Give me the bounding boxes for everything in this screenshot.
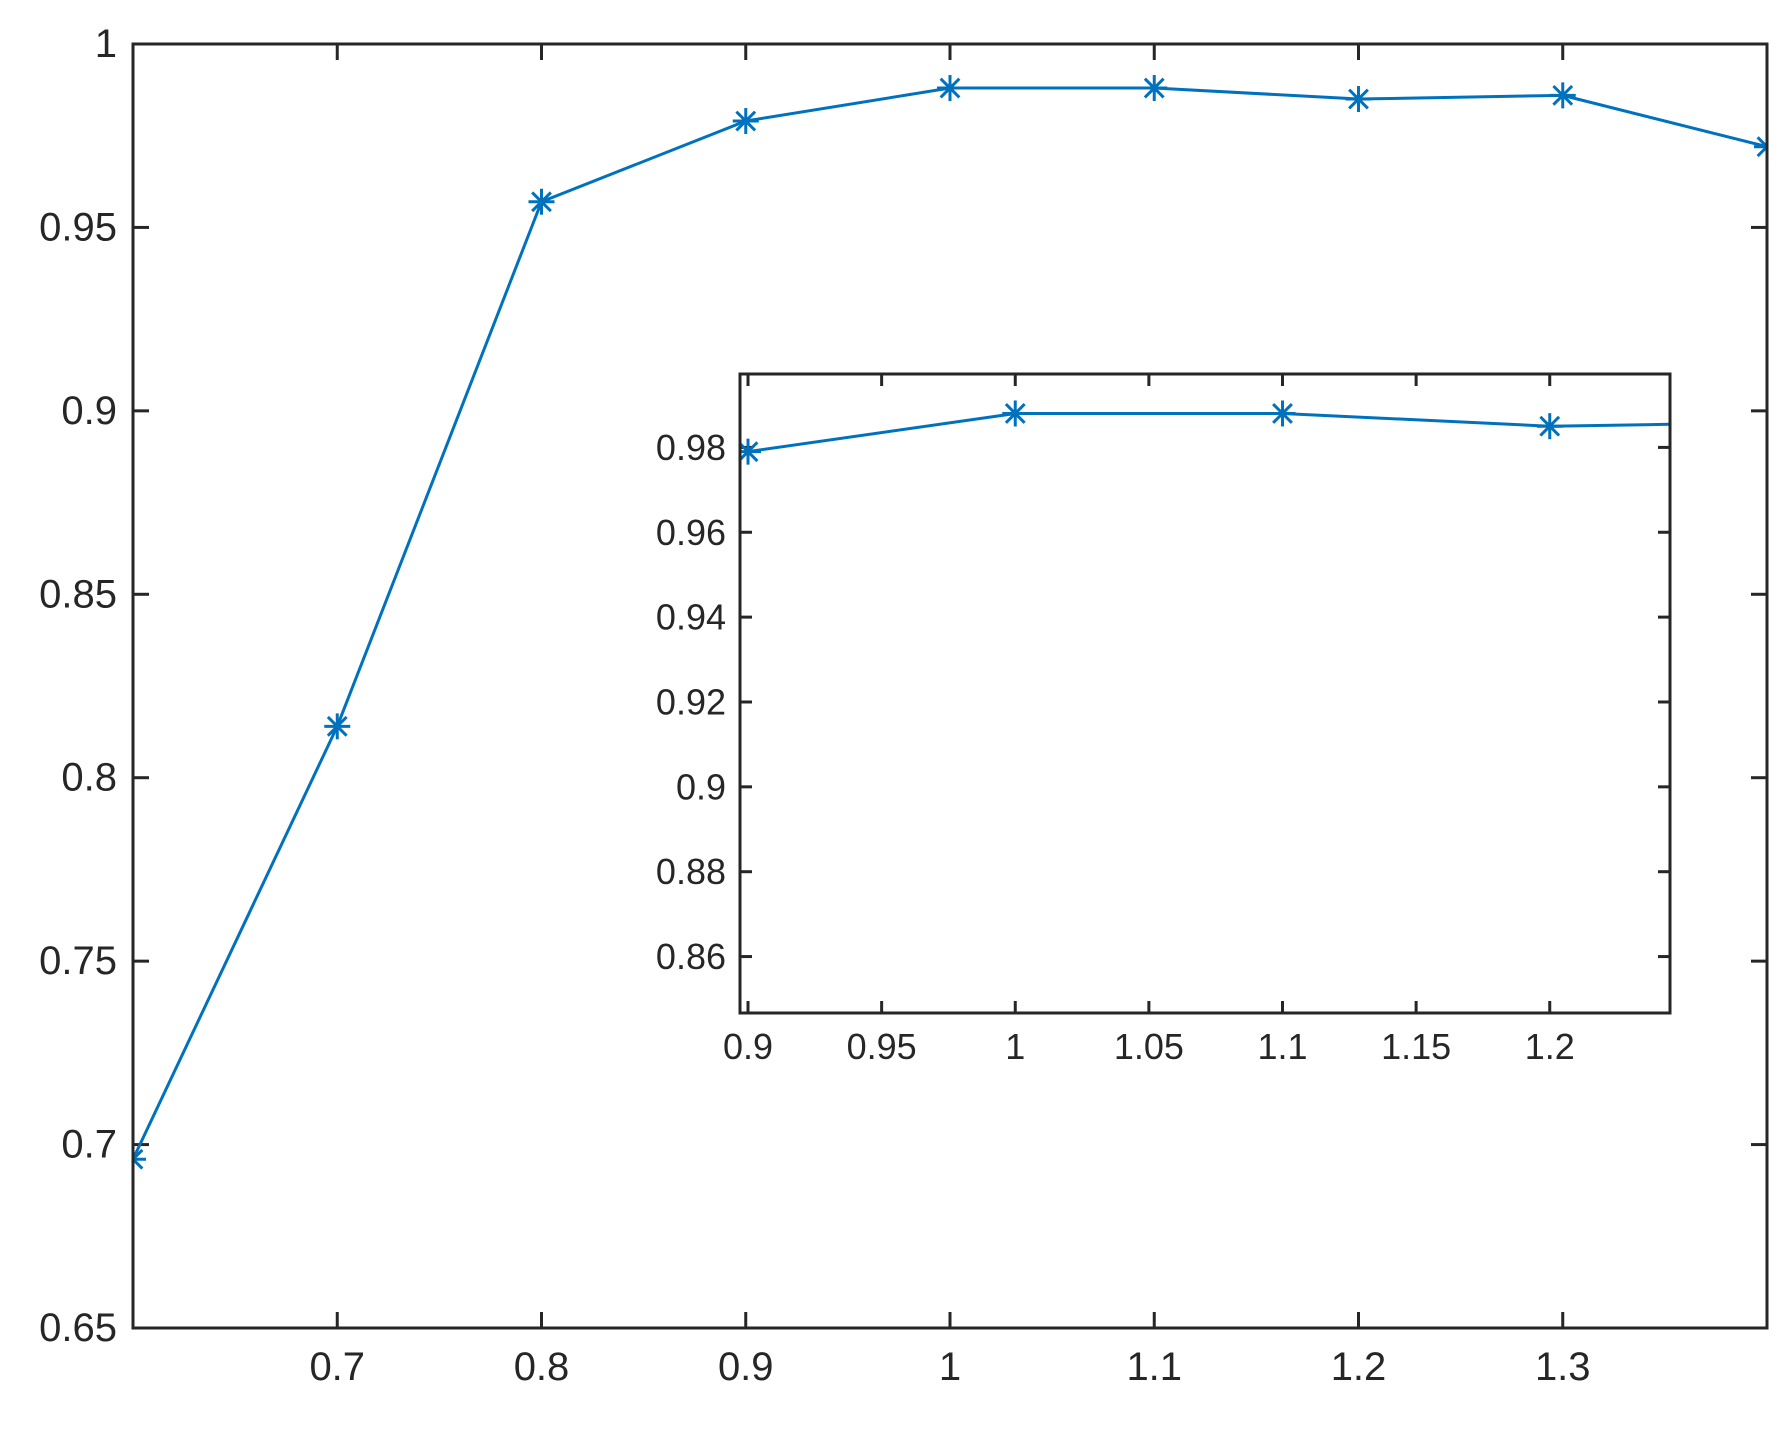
inset-x-tick-label: 1.15	[1381, 1026, 1451, 1067]
inset-axes-box	[738, 372, 1672, 1015]
main-y-tick-label: 0.7	[61, 1123, 117, 1167]
main-y-tick-label: 0.85	[39, 572, 117, 616]
main-data-point	[937, 75, 963, 102]
inset-data-point	[740, 438, 762, 465]
inset-y-tick-label: 0.86	[656, 936, 726, 977]
main-x-tick-label: 1.1	[1126, 1345, 1182, 1389]
main-y-tick-label: 0.9	[61, 389, 117, 433]
inset-data-point	[1002, 400, 1029, 427]
inset-background	[738, 372, 1672, 1015]
main-data-point	[528, 188, 555, 215]
inset-x-tick-label: 1.2	[1525, 1026, 1575, 1067]
main-x-tick-label: 1.2	[1331, 1345, 1387, 1389]
main-data-point	[1345, 86, 1372, 113]
main-y-tick-label: 1	[95, 22, 117, 66]
main-x-tick-label: 0.7	[309, 1345, 365, 1389]
main-data-point	[1141, 75, 1168, 102]
main-data-point	[1549, 82, 1576, 109]
main-axes: 0.7 0.8 0.9 1 1.1 1.2 1.3 0.65 0.7 0.75 0.8 0.85 0.9…	[39, 22, 1769, 1389]
main-x-tick-label: 0.8	[514, 1345, 570, 1389]
main-x-tick-label: 0.9	[718, 1345, 774, 1389]
inset-y-tick-label: 0.9	[676, 766, 726, 807]
inset-y-tick-label: 0.98	[656, 427, 726, 468]
main-data-point	[1754, 133, 1767, 160]
main-y-tick-label: 0.8	[61, 756, 117, 800]
inset-y-tick-label: 0.94	[656, 597, 726, 638]
inset-y-tick-label: 0.92	[656, 681, 726, 722]
main-x-tick-label: 1	[939, 1345, 961, 1389]
inset-axes: 0.9 0.95 1 1.05 1.1 1.15 1.2 0.86 0.88 0.9 0.92 0.9…	[656, 372, 1672, 1067]
main-data-point	[133, 1146, 146, 1173]
main-plot-area	[133, 75, 1767, 1173]
main-data-point	[732, 108, 759, 135]
inset-y-tick-label: 0.88	[656, 851, 726, 892]
inset-x-tick-label: 1.05	[1114, 1026, 1184, 1067]
inset-x-tick-label: 0.9	[723, 1026, 773, 1067]
inset-data-point	[1536, 413, 1563, 440]
inset-y-tick-label: 0.96	[656, 512, 726, 553]
main-axes-box	[131, 42, 1769, 1330]
inset-x-tick-label: 1	[1005, 1026, 1025, 1067]
main-y-tick-label: 0.65	[39, 1306, 117, 1350]
main-x-tick-label: 1.3	[1535, 1345, 1591, 1389]
inset-data-point	[1269, 400, 1296, 427]
main-y-tick-label: 0.95	[39, 205, 117, 249]
inset-x-tick-label: 0.95	[847, 1026, 917, 1067]
main-data-point	[324, 713, 351, 740]
inset-plot-area	[740, 400, 1670, 465]
main-y-tick-label: 0.75	[39, 939, 117, 983]
inset-x-tick-label: 1.1	[1257, 1026, 1307, 1067]
